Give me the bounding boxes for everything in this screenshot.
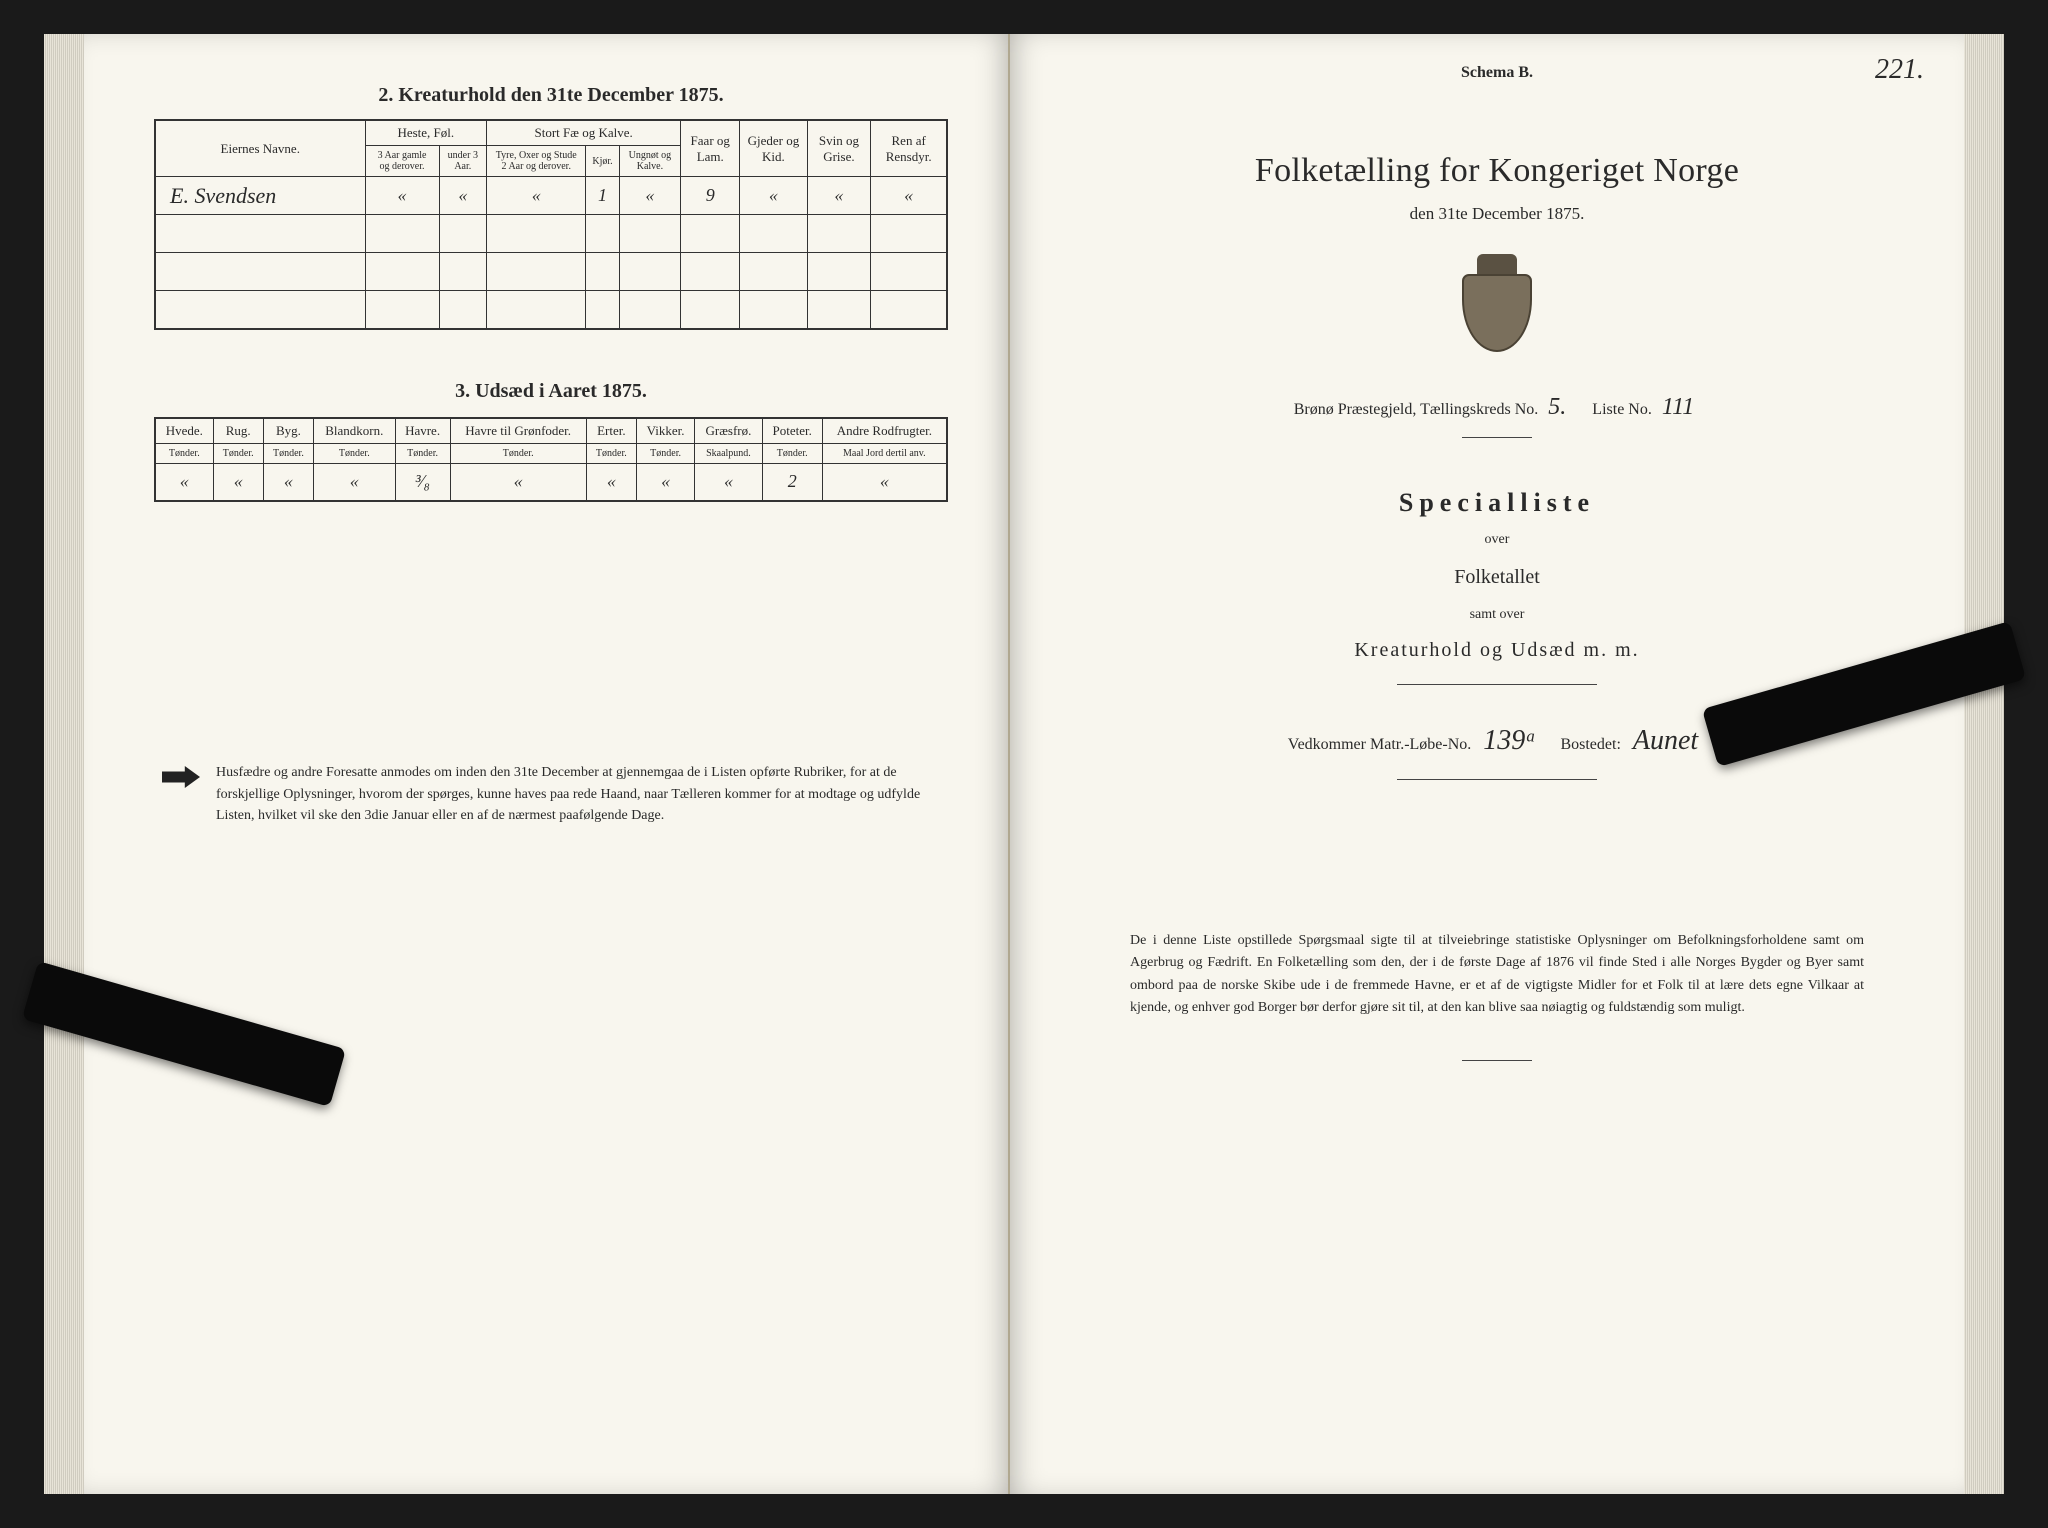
footnote-text: Husfædre og andre Foresatte anmodes om i… xyxy=(216,762,940,827)
th-unit: Tønder. xyxy=(213,443,263,463)
divider xyxy=(1462,437,1532,438)
cell: ³⁄₈ xyxy=(395,463,450,501)
cell: « xyxy=(314,463,396,501)
cell: 1 xyxy=(586,177,619,215)
th: Andre Rodfrugter. xyxy=(822,418,947,444)
cell: « xyxy=(213,463,263,501)
th: Græsfrø. xyxy=(695,418,762,444)
th-unit: Maal Jord dertil anv. xyxy=(822,443,947,463)
kreatur-label: Kreaturhold og Udsæd m. m. xyxy=(1100,639,1894,662)
th: Blandkorn. xyxy=(314,418,396,444)
th-cattle-sub2: Kjør. xyxy=(586,146,619,177)
th-goat: Gjeder og Kid. xyxy=(740,120,807,177)
census-date: den 31te December 1875. xyxy=(1100,204,1894,224)
schema-label: Schema B. xyxy=(1100,64,1894,82)
matr-prefix: Vedkommer Matr.-Løbe-No. xyxy=(1288,736,1472,753)
divider xyxy=(1397,779,1597,780)
th-unit: Skaalpund. xyxy=(695,443,762,463)
table-row xyxy=(155,291,947,329)
book-spread: 2. Kreaturhold den 31te December 1875. E… xyxy=(44,34,2004,1494)
cell: « xyxy=(450,463,586,501)
left-footnote: Husfædre og andre Foresatte anmodes om i… xyxy=(154,762,948,827)
cell: « xyxy=(586,463,636,501)
parish-line: Brønø Præstegjeld, Tællingskreds No. 5. … xyxy=(1100,394,1894,421)
th-unit: Tønder. xyxy=(395,443,450,463)
divider xyxy=(1462,1060,1532,1061)
th-unit: Tønder. xyxy=(636,443,694,463)
th-unit: Tønder. xyxy=(762,443,822,463)
cell: « xyxy=(636,463,694,501)
bostedet-label: Bostedet: xyxy=(1560,736,1620,753)
th: Erter. xyxy=(586,418,636,444)
page-number: 221. xyxy=(1875,54,1924,86)
th-unit: Tønder. xyxy=(450,443,586,463)
seed-unit-row: Tønder. Tønder. Tønder. Tønder. Tønder. … xyxy=(155,443,947,463)
matr-no: 139ᵃ xyxy=(1475,725,1544,756)
divider xyxy=(1397,684,1597,685)
th-unit: Tønder. xyxy=(314,443,396,463)
th-horse-sub2: under 3 Aar. xyxy=(439,146,487,177)
cell-owner: E. Svendsen xyxy=(155,177,365,215)
cell: « xyxy=(740,177,807,215)
cell: « xyxy=(807,177,871,215)
liste-no: 111 xyxy=(1656,394,1700,420)
coat-of-arms-icon xyxy=(1452,254,1542,354)
cell: « xyxy=(439,177,487,215)
samt-label: samt over xyxy=(1100,607,1894,623)
th: Havre til Grønfoder. xyxy=(450,418,586,444)
bostedet-value: Aunet xyxy=(1625,725,1706,756)
cell: « xyxy=(871,177,947,215)
folketallet-label: Folketallet xyxy=(1100,566,1894,589)
th-horse-sub1: 3 Aar gamle og derover. xyxy=(365,146,439,177)
page-edges-right xyxy=(1964,34,2004,1494)
th-cattle-group: Stort Fæ og Kalve. xyxy=(487,120,681,146)
th-horse-group: Heste, Føl. xyxy=(365,120,487,146)
cell: « xyxy=(619,177,681,215)
th: Byg. xyxy=(263,418,313,444)
cell: 9 xyxy=(681,177,740,215)
pointing-hand-icon xyxy=(162,766,200,788)
over-label: over xyxy=(1100,532,1894,548)
th-cattle-sub1: Tyre, Oxer og Stude 2 Aar og derover. xyxy=(487,146,586,177)
parish-prefix: Brønø Præstegjeld, Tællingskreds No. xyxy=(1294,401,1539,418)
table-row xyxy=(155,253,947,291)
section2-title: 2. Kreaturhold den 31te December 1875. xyxy=(154,84,948,107)
th-pig: Svin og Grise. xyxy=(807,120,871,177)
th: Vikker. xyxy=(636,418,694,444)
right-footnote: De i denne Liste opstillede Spørgsmaal s… xyxy=(1100,930,1894,1020)
cell: « xyxy=(155,463,213,501)
right-page: 221. Schema B. Folketælling for Kongerig… xyxy=(1010,34,1964,1494)
th-sheep: Faar og Lam. xyxy=(681,120,740,177)
page-edges-left xyxy=(44,34,84,1494)
th: Rug. xyxy=(213,418,263,444)
th: Poteter. xyxy=(762,418,822,444)
table-row: « « « « ³⁄₈ « « « « 2 « xyxy=(155,463,947,501)
liste-label: Liste No. xyxy=(1592,401,1652,418)
section3-title: 3. Udsæd i Aaret 1875. xyxy=(154,380,948,403)
th-owner-name: Eiernes Navne. xyxy=(155,120,365,177)
cell: « xyxy=(263,463,313,501)
seed-header-row: Hvede. Rug. Byg. Blandkorn. Havre. Havre… xyxy=(155,418,947,444)
seed-table: Hvede. Rug. Byg. Blandkorn. Havre. Havre… xyxy=(154,417,948,503)
cell: « xyxy=(365,177,439,215)
th-rein: Ren af Rensdyr. xyxy=(871,120,947,177)
th: Hvede. xyxy=(155,418,213,444)
cell: « xyxy=(487,177,586,215)
th-unit: Tønder. xyxy=(586,443,636,463)
cell: « xyxy=(695,463,762,501)
table-row xyxy=(155,215,947,253)
th-unit: Tønder. xyxy=(263,443,313,463)
cell: 2 xyxy=(762,463,822,501)
livestock-table: Eiernes Navne. Heste, Føl. Stort Fæ og K… xyxy=(154,119,948,330)
cell: « xyxy=(822,463,947,501)
specialliste-title: Specialliste xyxy=(1100,488,1894,518)
table-row: E. Svendsen « « « 1 « 9 « « « xyxy=(155,177,947,215)
census-title: Folketælling for Kongeriget Norge xyxy=(1100,152,1894,190)
kreds-no: 5. xyxy=(1542,394,1572,420)
th: Havre. xyxy=(395,418,450,444)
th-cattle-sub3: Ungnøt og Kalve. xyxy=(619,146,681,177)
th-unit: Tønder. xyxy=(155,443,213,463)
left-page: 2. Kreaturhold den 31te December 1875. E… xyxy=(84,34,1010,1494)
